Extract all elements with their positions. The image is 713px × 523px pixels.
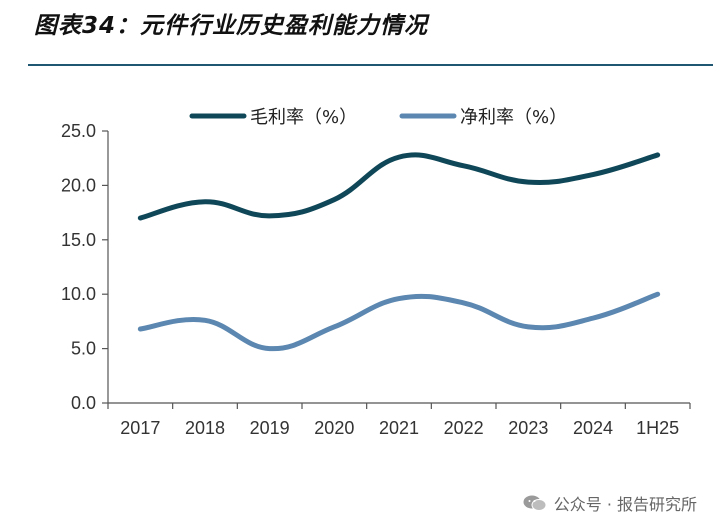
x-tick-label: 2019 — [250, 418, 290, 438]
y-tick-label: 20.0 — [61, 175, 96, 195]
x-tick-label: 2017 — [120, 418, 160, 438]
x-tick-label: 2021 — [379, 418, 419, 438]
title-divider — [28, 64, 713, 66]
y-tick-label: 25.0 — [61, 121, 96, 141]
x-tick-label: 2020 — [314, 418, 354, 438]
watermark: 公众号 · 报告研究所 — [522, 491, 697, 515]
x-tick-label: 2018 — [185, 418, 225, 438]
y-tick-label: 0.0 — [71, 393, 96, 413]
wechat-icon — [523, 495, 547, 511]
x-tick-label: 2023 — [508, 418, 548, 438]
series-line-0 — [137, 152, 661, 221]
watermark-text: 公众号 · 报告研究所 — [553, 495, 697, 514]
series-line-1 — [137, 291, 661, 352]
y-tick-label: 15.0 — [61, 230, 96, 250]
legend-label-0: 毛利率（%） — [250, 107, 357, 128]
x-tick-label: 2022 — [444, 418, 484, 438]
page-title: 图表34：元件行业历史盈利能力情况 — [34, 13, 429, 39]
y-tick-label: 5.0 — [71, 339, 96, 359]
y-tick-label: 10.0 — [61, 284, 96, 304]
legend-label-1: 净利率（%） — [460, 107, 567, 128]
x-tick-label: 2024 — [573, 418, 613, 438]
x-tick-label: 1H25 — [636, 418, 679, 438]
